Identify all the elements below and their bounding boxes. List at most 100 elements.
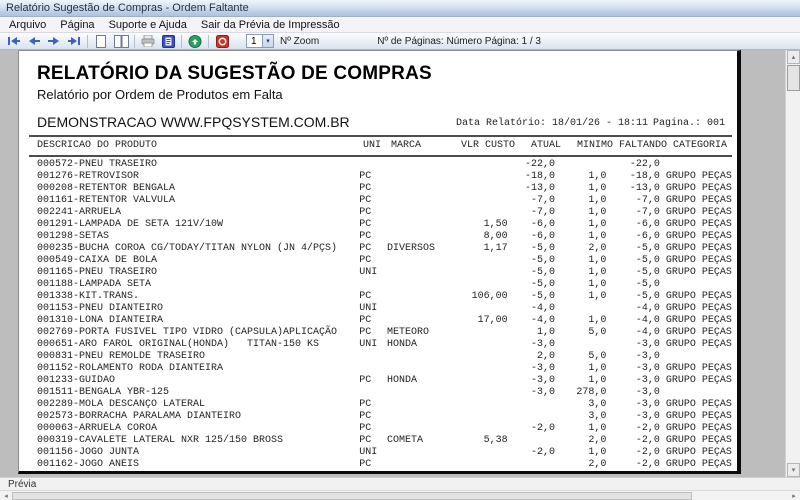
cell-faltando: -6,0 xyxy=(635,231,660,242)
cell-categoria xyxy=(666,159,737,171)
cell-faltando: -4,0 xyxy=(635,303,660,314)
cell-descricao: 002573-BORRACHA PARALAMA DIANTEIRO xyxy=(37,411,242,422)
column-header-faltando: FALTANDO xyxy=(618,140,667,151)
cell-descricao: 001161-RETENTOR VALVULA xyxy=(37,195,176,206)
chevron-down-icon[interactable]: ▾ xyxy=(262,35,273,47)
cell-vlr-custo: 17,00 xyxy=(477,315,508,326)
cell-uni: PC xyxy=(359,375,372,386)
cell-categoria: GRUPO PEÇAS xyxy=(665,195,732,206)
column-header-descricao: DESCRICAO DO PRODUTO xyxy=(37,140,158,151)
cell-uni: PC xyxy=(359,231,372,242)
cell-marca xyxy=(387,303,456,315)
two-page-view-button[interactable] xyxy=(111,34,131,49)
cell-minimo: 1,0 xyxy=(588,315,607,326)
first-page-button[interactable] xyxy=(4,34,24,49)
next-page-button[interactable] xyxy=(44,34,64,49)
cell-categoria: GRUPO PEÇAS xyxy=(665,219,732,230)
print-button[interactable] xyxy=(138,34,158,49)
cell-categoria xyxy=(666,279,737,291)
horizontal-rule xyxy=(29,135,732,137)
table-row: 001161-RETENTOR VALVULA PC -7,0 1,0 -7,0… xyxy=(37,195,737,207)
cell-faltando: -5,0 xyxy=(635,279,660,290)
exit-icon xyxy=(215,34,229,48)
cell-vlr-custo xyxy=(456,339,507,351)
cell-categoria: GRUPO PEÇAS xyxy=(665,303,732,314)
cell-minimo: 1,0 xyxy=(588,195,607,206)
report-title: RELATÓRIO DA SUGESTÃO DE COMPRAS xyxy=(37,63,432,84)
cell-marca: DIVERSOS xyxy=(386,243,435,254)
table-row: 002241-ARRUELA PC -7,0 1,0 -7,0 GRUPO PE… xyxy=(37,207,737,219)
cell-minimo: 5,0 xyxy=(588,327,607,338)
cell-descricao: 001153-PNEU DIANTEIRO xyxy=(37,303,164,314)
table-row: 000208-RETENTOR BENGALA PC -13,0 1,0 -13… xyxy=(37,183,737,195)
cell-atual: -4,0 xyxy=(531,303,556,314)
cell-marca xyxy=(387,291,456,303)
single-page-view-button[interactable] xyxy=(91,34,111,49)
cell-atual: -4,0 xyxy=(531,315,556,326)
cell-uni xyxy=(359,363,387,375)
cell-uni: PC xyxy=(359,171,372,182)
cell-uni: PC xyxy=(359,411,372,422)
scroll-up-icon[interactable]: ▴ xyxy=(787,50,800,64)
scroll-down-icon[interactable]: ▾ xyxy=(787,463,800,477)
cell-uni: PC xyxy=(359,243,372,254)
horizontal-scrollbar-thumb[interactable] xyxy=(12,492,692,500)
menu-pagina[interactable]: Página xyxy=(60,18,95,31)
export-button[interactable] xyxy=(185,34,205,49)
table-row: 001338-KIT.TRANS. PC 106,00 -5,0 1,0 -5,… xyxy=(37,291,737,303)
menu-suporte-e-ajuda[interactable]: Suporte e Ajuda xyxy=(108,18,187,31)
prev-page-button[interactable] xyxy=(24,34,44,49)
last-page-button[interactable] xyxy=(64,34,84,49)
menu-arquivo[interactable]: Arquivo xyxy=(9,18,47,31)
cell-categoria: GRUPO PEÇAS xyxy=(665,171,732,182)
cell-faltando: -7,0 xyxy=(635,207,660,218)
cell-uni xyxy=(359,159,387,171)
cell-vlr-custo: 106,00 xyxy=(471,291,508,302)
table-row: 000572-PNEU TRASEIRO -22,0 -22,0 xyxy=(37,159,737,171)
cell-categoria: GRUPO PEÇAS xyxy=(665,207,732,218)
preview-area: RELATÓRIO DA SUGESTÃO DE COMPRAS Relatór… xyxy=(0,50,800,477)
report-company: DEMONSTRACAO WWW.FPQSYSTEM.COM.BR xyxy=(37,114,350,130)
cell-atual xyxy=(508,399,555,411)
scroll-right-icon[interactable]: ▸ xyxy=(792,492,796,500)
cell-atual: -2,0 xyxy=(531,423,556,434)
table-row: 001291-LAMPADA DE SETA 121V/10W PC 1,50 … xyxy=(37,219,737,231)
cell-marca xyxy=(387,183,456,195)
cell-descricao: 002241-ARRUELA xyxy=(37,207,122,218)
horizontal-scrollbar[interactable]: ◂ ▸ xyxy=(0,490,800,500)
export-icon xyxy=(188,34,202,48)
cell-marca: METEORO xyxy=(386,327,429,338)
report-rows: 000572-PNEU TRASEIRO -22,0 -22,0 001276-… xyxy=(37,159,737,471)
cell-marca xyxy=(387,267,456,279)
cell-uni: PC xyxy=(359,183,372,194)
cell-faltando: -3,0 xyxy=(635,363,660,374)
cell-marca xyxy=(387,351,456,363)
printer-setup-button[interactable] xyxy=(158,34,178,49)
cell-marca xyxy=(387,279,456,291)
cell-uni: PC xyxy=(359,327,372,338)
report-date: Data Relatório: 18/01/26 - 18:11 xyxy=(456,118,649,129)
column-header-vlr-custo: VLR CUSTO xyxy=(461,140,516,151)
vertical-scrollbar[interactable]: ▴ ▾ xyxy=(785,50,800,477)
cell-vlr-custo xyxy=(456,171,507,183)
cell-atual: -5,0 xyxy=(531,279,556,290)
cell-marca xyxy=(387,387,456,399)
cell-faltando: -3,0 xyxy=(635,351,660,362)
cell-descricao: 000063-ARRUELA COROA xyxy=(37,423,158,434)
cell-marca: HONDA xyxy=(386,339,417,350)
cell-descricao: 002769-PORTA FUSIVEL TIPO VIDRO (CAPSULA… xyxy=(37,327,338,338)
menu-sair-da-previa[interactable]: Sair da Prévia de Impressão xyxy=(200,18,340,31)
cell-uni: UNI xyxy=(359,339,378,350)
vertical-scrollbar-thumb[interactable] xyxy=(787,65,800,91)
cell-minimo: 5,0 xyxy=(588,351,607,362)
cell-categoria: GRUPO PEÇAS xyxy=(665,447,732,458)
cell-descricao: 000572-PNEU TRASEIRO xyxy=(37,159,158,170)
zoom-select[interactable]: 1 ▾ xyxy=(246,34,274,48)
cell-vlr-custo xyxy=(456,387,507,399)
cell-minimo: 1,0 xyxy=(588,171,607,182)
exit-preview-button[interactable] xyxy=(212,34,232,49)
window-titlebar: Relatório Sugestão de Compras - Ordem Fa… xyxy=(0,0,800,17)
cell-categoria: GRUPO PEÇAS xyxy=(665,363,732,374)
scroll-left-icon[interactable]: ◂ xyxy=(4,492,8,500)
